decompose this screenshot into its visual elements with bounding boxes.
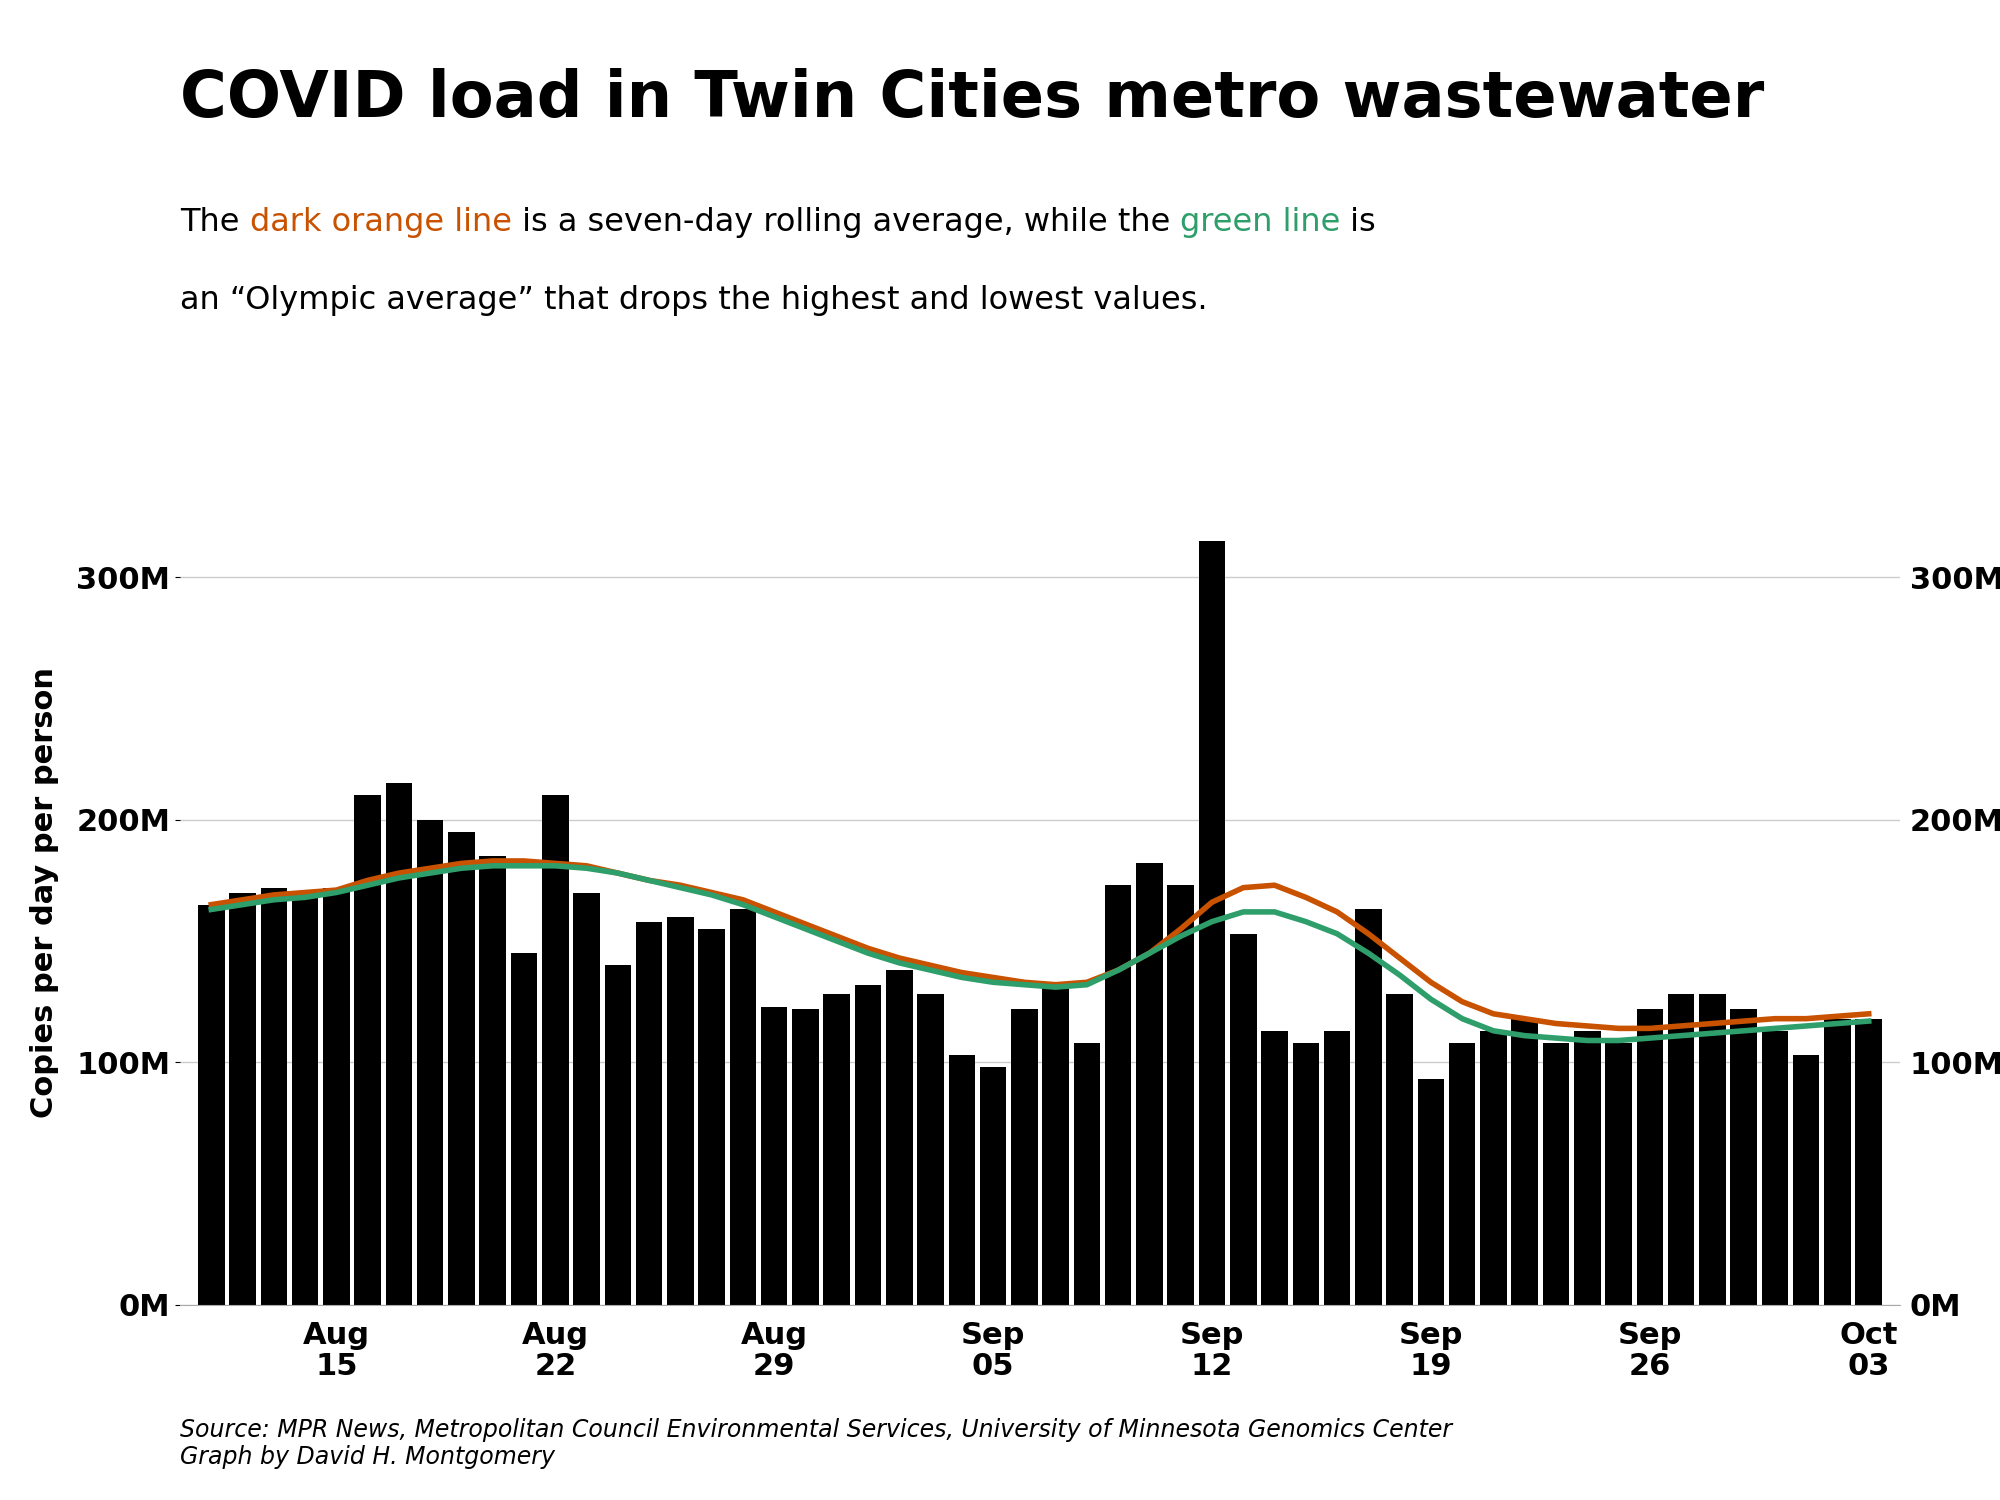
Bar — [730, 909, 756, 1305]
Bar — [1104, 885, 1132, 1305]
Bar — [1230, 933, 1256, 1305]
Bar — [980, 1066, 1006, 1305]
Bar — [1636, 1010, 1664, 1305]
Bar — [1856, 1019, 1882, 1305]
Bar — [1136, 864, 1162, 1305]
Bar — [448, 833, 474, 1305]
Bar — [1542, 1042, 1570, 1305]
Bar — [1792, 1054, 1820, 1305]
Bar — [198, 904, 224, 1305]
Bar — [1386, 994, 1412, 1305]
Text: dark orange line: dark orange line — [250, 207, 512, 238]
Bar — [1042, 984, 1068, 1305]
Bar — [1168, 885, 1194, 1305]
Bar — [886, 970, 912, 1305]
Bar — [574, 892, 600, 1305]
Bar — [1418, 1080, 1444, 1305]
Bar — [1480, 1030, 1506, 1305]
Bar — [1262, 1030, 1288, 1305]
Bar — [324, 888, 350, 1305]
Bar — [510, 952, 538, 1305]
Bar — [1448, 1042, 1476, 1305]
Text: COVID load in Twin Cities metro wastewater: COVID load in Twin Cities metro wastewat… — [180, 68, 1764, 129]
Bar — [260, 888, 288, 1305]
Bar — [1356, 909, 1382, 1305]
Bar — [1668, 994, 1694, 1305]
Text: is: is — [1340, 207, 1376, 238]
Y-axis label: Copies per day per person: Copies per day per person — [30, 668, 60, 1118]
Bar — [824, 994, 850, 1305]
Bar — [636, 921, 662, 1305]
Text: an “Olympic average” that drops the highest and lowest values.: an “Olympic average” that drops the high… — [180, 285, 1208, 316]
Bar — [1324, 1030, 1350, 1305]
Bar — [542, 795, 568, 1305]
Bar — [1574, 1030, 1600, 1305]
Bar — [918, 994, 944, 1305]
Bar — [354, 795, 380, 1305]
Bar — [1074, 1042, 1100, 1305]
Bar — [1012, 1010, 1038, 1305]
Bar — [1292, 1042, 1320, 1305]
Bar — [1762, 1030, 1788, 1305]
Bar — [1512, 1019, 1538, 1305]
Bar — [480, 856, 506, 1305]
Bar — [948, 1054, 976, 1305]
Bar — [1700, 994, 1726, 1305]
Bar — [698, 928, 724, 1305]
Bar — [854, 984, 882, 1305]
Bar — [668, 916, 694, 1305]
Bar — [1198, 540, 1226, 1305]
Bar — [292, 897, 318, 1305]
Bar — [1824, 1019, 1850, 1305]
Text: green line: green line — [1180, 207, 1340, 238]
Bar — [604, 966, 632, 1305]
Text: is a seven-day rolling average, while the: is a seven-day rolling average, while th… — [512, 207, 1180, 238]
Bar — [230, 892, 256, 1305]
Bar — [416, 819, 444, 1305]
Bar — [386, 783, 412, 1305]
Bar — [1730, 1010, 1756, 1305]
Text: The: The — [180, 207, 250, 238]
Bar — [760, 1007, 788, 1305]
Text: Source: MPR News, Metropolitan Council Environmental Services, University of Min: Source: MPR News, Metropolitan Council E… — [180, 1418, 1452, 1470]
Bar — [1606, 1042, 1632, 1305]
Bar — [792, 1010, 818, 1305]
